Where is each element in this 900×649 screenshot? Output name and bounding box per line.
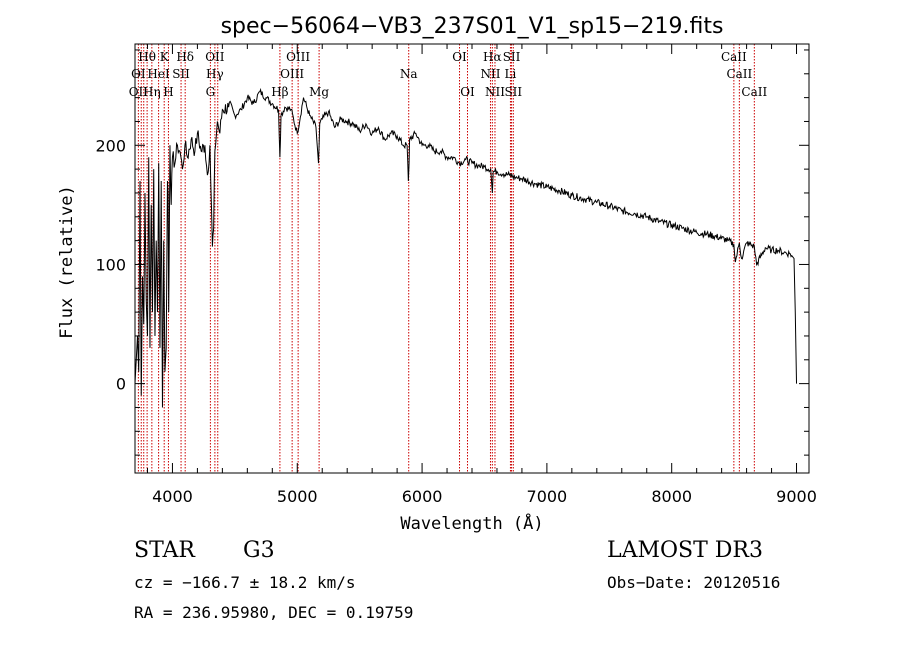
line-label: CaII — [741, 85, 767, 99]
x-axis-ticks: 4000 5000 6000 7000 8000 9000 — [146, 44, 817, 506]
y-axis-ticks: 0 100 200 — [95, 49, 809, 456]
observation-date: Obs−Date: 20120516 — [607, 573, 781, 592]
line-label: NII — [485, 85, 505, 99]
x-tick-label: 4000 — [152, 487, 193, 506]
x-tick-label: 7000 — [527, 487, 568, 506]
line-label: OIII — [286, 50, 310, 64]
line-label: SII — [504, 85, 522, 99]
x-tick-label: 9000 — [776, 487, 817, 506]
line-label: NII — [480, 67, 500, 81]
line-label: CaII — [726, 67, 752, 81]
line-label: Hη — [143, 85, 161, 99]
spectral-subclass: G3 — [243, 538, 275, 563]
line-label: OI — [460, 85, 475, 99]
chart-title: spec−56064−VB3_237S01_V1_sp15−219.fits — [221, 14, 724, 39]
y-tick-label: 0 — [116, 375, 126, 394]
line-label: OI — [131, 67, 146, 81]
plot-frame — [134, 43, 810, 474]
survey-name: LAMOST DR3 — [607, 538, 763, 563]
line-label: HeI — [147, 67, 170, 81]
line-label: OI — [452, 50, 467, 64]
line-label: SII — [172, 67, 190, 81]
line-label: H — [163, 85, 173, 99]
line-label: OIII — [280, 67, 304, 81]
line-label: Na — [400, 67, 418, 81]
y-axis-label: Flux (relative) — [57, 185, 77, 339]
x-tick-label: 5000 — [277, 487, 318, 506]
x-tick-label: 8000 — [651, 487, 692, 506]
line-label: G — [206, 85, 216, 99]
y-tick-label: 200 — [95, 136, 126, 155]
line-label: OII — [205, 50, 225, 64]
line-label: OII — [129, 85, 149, 99]
line-label: Hδ — [176, 50, 194, 64]
line-label: Mg — [309, 85, 329, 99]
line-label: CaII — [721, 50, 747, 64]
line-label: Hα — [483, 50, 502, 64]
y-tick-label: 100 — [95, 255, 126, 274]
line-label: K — [160, 50, 170, 64]
line-label: Hθ — [138, 50, 156, 64]
spectral-line-markers — [137, 44, 755, 473]
redshift-velocity: cz = −166.7 ± 18.2 km/s — [134, 573, 356, 592]
line-label: Li — [505, 67, 517, 81]
sky-coordinates: RA = 236.95980, DEC = 0.19759 — [134, 603, 414, 622]
line-label: Hβ — [271, 85, 288, 99]
line-label: Hγ — [206, 67, 224, 81]
x-axis-label: Wavelength (Å) — [400, 512, 543, 534]
line-label: SII — [503, 50, 521, 64]
x-tick-label: 6000 — [402, 487, 443, 506]
spectrum-line — [134, 87, 798, 408]
object-class: STAR — [134, 538, 195, 563]
